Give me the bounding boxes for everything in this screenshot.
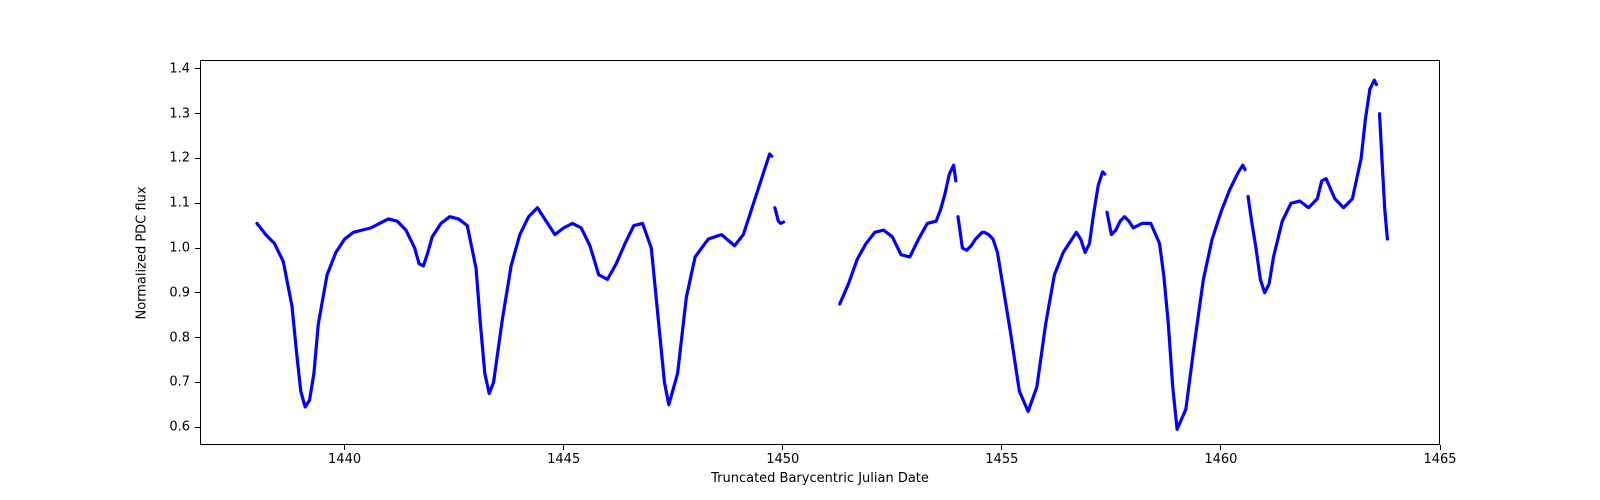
x-tick-label: 1455 <box>985 452 1018 467</box>
figure: Truncated Barycentric Julian Date Normal… <box>0 0 1600 500</box>
x-tick-mark <box>563 445 564 450</box>
y-tick-mark <box>195 158 200 159</box>
y-tick-label: 1.1 <box>169 196 190 211</box>
y-axis-label: Normalized PDC flux <box>135 186 150 319</box>
y-tick-mark <box>195 427 200 428</box>
lightcurve-line <box>840 165 956 304</box>
y-tick-label: 1.0 <box>169 241 190 256</box>
x-tick-mark <box>1440 445 1441 450</box>
x-tick-mark <box>344 445 345 450</box>
y-tick-label: 0.6 <box>169 420 190 435</box>
x-tick-mark <box>1001 445 1002 450</box>
y-tick-mark <box>195 382 200 383</box>
lightcurve-line <box>1380 114 1388 239</box>
y-tick-mark <box>195 68 200 69</box>
y-tick-label: 0.9 <box>169 285 190 300</box>
y-tick-mark <box>195 292 200 293</box>
y-tick-label: 0.8 <box>169 330 190 345</box>
y-tick-label: 0.7 <box>169 375 190 390</box>
plot-svg <box>0 0 1600 500</box>
lightcurve-line <box>1248 80 1376 293</box>
x-tick-label: 1460 <box>1204 452 1237 467</box>
y-tick-mark <box>195 113 200 114</box>
x-tick-label: 1445 <box>547 452 580 467</box>
x-tick-label: 1440 <box>328 452 361 467</box>
lightcurve-line <box>1107 165 1245 429</box>
y-tick-mark <box>195 203 200 204</box>
y-tick-label: 1.2 <box>169 151 190 166</box>
x-tick-label: 1465 <box>1423 452 1456 467</box>
lightcurve-line <box>775 208 784 224</box>
y-tick-label: 1.3 <box>169 106 190 121</box>
y-tick-mark <box>195 337 200 338</box>
x-tick-mark <box>782 445 783 450</box>
lightcurve-line <box>257 154 772 407</box>
y-tick-label: 1.4 <box>169 61 190 76</box>
x-tick-label: 1450 <box>766 452 799 467</box>
lightcurve-line <box>958 172 1105 412</box>
x-tick-mark <box>1220 445 1221 450</box>
x-axis-label: Truncated Barycentric Julian Date <box>711 471 929 486</box>
y-tick-mark <box>195 248 200 249</box>
